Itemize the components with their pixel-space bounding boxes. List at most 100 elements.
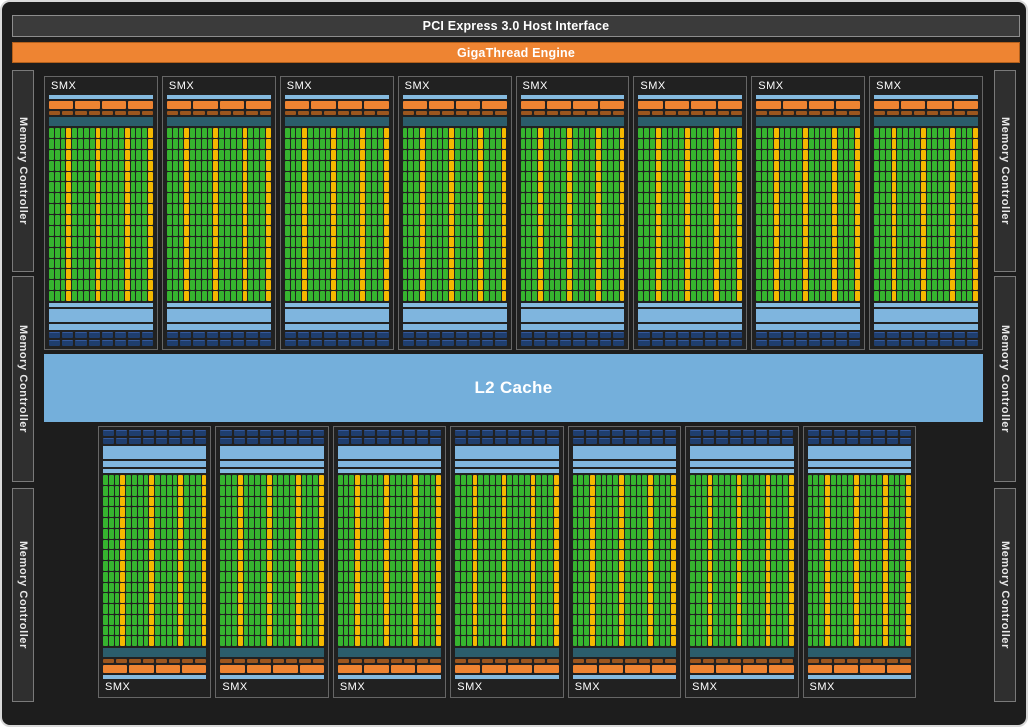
core-cell bbox=[759, 485, 765, 496]
core-cell bbox=[114, 614, 120, 625]
core-cell bbox=[296, 269, 302, 280]
warp-scheduler-block bbox=[284, 101, 310, 109]
core-cell bbox=[455, 193, 460, 204]
sfu-cell bbox=[295, 614, 301, 625]
core-cell bbox=[419, 485, 424, 496]
sfu-cell bbox=[265, 182, 271, 193]
dispatch-unit-block bbox=[651, 659, 663, 663]
core-cell bbox=[478, 561, 484, 571]
core-cell bbox=[944, 247, 949, 258]
core-cell bbox=[377, 258, 383, 269]
core-cell bbox=[72, 247, 78, 258]
sfu-cell bbox=[537, 280, 543, 291]
sfu-cell bbox=[242, 128, 248, 138]
core-cell bbox=[372, 138, 377, 149]
core-cell bbox=[578, 518, 584, 528]
core-cell bbox=[313, 171, 319, 182]
sfu-cell bbox=[266, 475, 272, 485]
core-cell bbox=[142, 247, 148, 258]
core-cell bbox=[230, 291, 236, 301]
texture-unit-block bbox=[49, 340, 61, 346]
core-cell bbox=[572, 528, 578, 539]
sfu-cell bbox=[413, 614, 419, 625]
core-cell bbox=[254, 128, 260, 138]
core-cell bbox=[572, 485, 578, 496]
core-cell bbox=[337, 550, 343, 560]
core-cell bbox=[284, 604, 290, 614]
smx-label: SMX bbox=[286, 80, 313, 92]
core-cell bbox=[613, 625, 619, 636]
core-cell bbox=[402, 138, 408, 149]
core-cell bbox=[708, 215, 714, 225]
core-cell bbox=[636, 518, 642, 528]
smx-row-bottom: SMX SMX SMX SMX SMX SMX SMX bbox=[98, 426, 916, 698]
core-cell bbox=[520, 236, 526, 247]
core-cell bbox=[859, 550, 865, 560]
core-cell bbox=[261, 507, 266, 517]
sfu-cell bbox=[736, 604, 742, 614]
sfu-cell bbox=[295, 561, 301, 571]
core-cell bbox=[390, 582, 395, 593]
core-cell bbox=[753, 636, 759, 646]
core-cell bbox=[484, 539, 490, 550]
dispatch-unit-block bbox=[246, 111, 258, 115]
sfu-cell bbox=[501, 204, 507, 214]
core-cell bbox=[366, 518, 372, 528]
core-cell bbox=[837, 204, 843, 214]
core-cell bbox=[401, 539, 407, 550]
core-cell bbox=[226, 485, 232, 496]
core-cell bbox=[372, 507, 378, 517]
core-cell bbox=[118, 160, 124, 171]
core-cell bbox=[613, 636, 619, 646]
sfu-cell bbox=[619, 291, 625, 301]
sfu-cell bbox=[765, 496, 771, 507]
core-cell bbox=[349, 528, 355, 539]
sfu-cell bbox=[619, 550, 624, 560]
core-cell bbox=[349, 475, 355, 485]
core-cell bbox=[54, 138, 60, 149]
smx-label: SMX bbox=[809, 681, 835, 693]
core-cell bbox=[578, 269, 584, 280]
core-cell bbox=[107, 236, 113, 247]
core-cell bbox=[377, 128, 383, 138]
core-cell bbox=[549, 128, 555, 138]
core-cell bbox=[638, 280, 644, 291]
core-cell bbox=[955, 258, 961, 269]
core-cell bbox=[313, 269, 319, 280]
core-cell bbox=[101, 291, 107, 301]
dispatch-unit-row bbox=[756, 111, 861, 115]
core-cell bbox=[372, 604, 378, 614]
instruction-cache-bar bbox=[572, 675, 677, 679]
core-cell bbox=[624, 636, 630, 646]
core-cell bbox=[431, 171, 437, 182]
core-cell bbox=[520, 160, 526, 171]
core-cell bbox=[607, 160, 613, 171]
core-cell bbox=[290, 571, 295, 582]
core-cell bbox=[430, 625, 436, 636]
sfu-cell bbox=[891, 149, 897, 160]
core-cell bbox=[630, 507, 636, 517]
core-cell bbox=[719, 182, 725, 193]
core-cell bbox=[938, 236, 944, 247]
sfu-cell bbox=[655, 225, 661, 236]
core-cell bbox=[354, 149, 360, 160]
core-cell bbox=[549, 182, 555, 193]
texture-unit-row bbox=[49, 340, 153, 346]
core-cell bbox=[126, 625, 131, 636]
core-cell bbox=[325, 160, 331, 171]
sfu-cell bbox=[360, 128, 366, 138]
core-cell bbox=[859, 475, 865, 485]
texture-unit-block bbox=[717, 332, 730, 338]
sfu-cell bbox=[655, 236, 661, 247]
core-cell bbox=[220, 507, 226, 517]
core-cell bbox=[808, 149, 814, 160]
core-cell bbox=[590, 138, 596, 149]
sfu-cell bbox=[436, 571, 442, 582]
core-cell bbox=[532, 204, 537, 214]
core-cell bbox=[460, 280, 466, 291]
core-cell bbox=[377, 171, 383, 182]
core-cell bbox=[166, 636, 172, 646]
dispatch-unit-block bbox=[442, 111, 454, 115]
core-cell bbox=[584, 593, 590, 603]
sfu-cell bbox=[590, 636, 595, 646]
